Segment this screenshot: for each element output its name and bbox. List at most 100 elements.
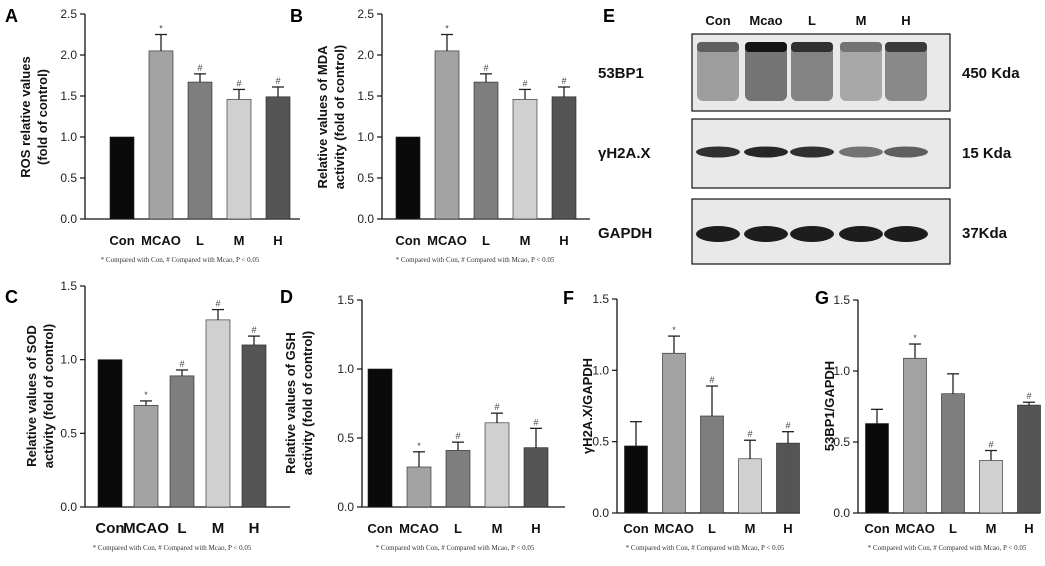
- y-tick-label: 0.5: [60, 171, 77, 185]
- bar-h: [265, 96, 291, 220]
- y-tick-label: 1.5: [60, 279, 77, 293]
- bar-con: [97, 359, 123, 508]
- x-tick-label: M: [492, 521, 503, 536]
- bar-mcao: [434, 50, 460, 220]
- y-axis-label: activity (fold of control): [41, 324, 56, 468]
- x-tick-label: M: [212, 520, 225, 537]
- footnote: * Compared with Con, # Compared with Mca…: [101, 256, 260, 264]
- bar-l: [941, 393, 965, 514]
- bar-h: [776, 442, 800, 514]
- footnote: * Compared with Con, # Compared with Mca…: [626, 544, 785, 552]
- footnote: * Compared with Con, # Compared with Mca…: [868, 544, 1027, 552]
- blot-smear: [697, 42, 739, 101]
- x-tick-label: Con: [864, 521, 889, 536]
- y-axis-label: (fold of control): [35, 69, 50, 165]
- y-tick-label: 0.0: [337, 500, 354, 514]
- y-tick-label: 0.0: [60, 212, 77, 226]
- x-tick-label: M: [520, 233, 531, 248]
- x-tick-label: H: [783, 521, 792, 536]
- significance-marker: #: [455, 431, 460, 441]
- chart-panel-c: C 0.0 0.5 1.0 1.5 Relative values of SOD activ…: [5, 279, 290, 552]
- blot-band: [697, 42, 739, 52]
- bar-l: [445, 450, 471, 508]
- x-tick-label: L: [177, 520, 186, 537]
- x-tick-label: L: [708, 521, 716, 536]
- y-tick-label: 0.5: [337, 431, 354, 445]
- lane-label: Mcao: [749, 13, 782, 28]
- y-tick-label: 1.5: [592, 292, 609, 306]
- bar-m: [512, 98, 538, 220]
- significance-marker: #: [236, 78, 241, 88]
- bar-h: [241, 344, 267, 508]
- y-axis-label: γH2A.X/GAPDH: [580, 358, 595, 454]
- lane-label: M: [856, 13, 867, 28]
- x-tick-label: H: [249, 520, 260, 537]
- y-tick-label: 1.0: [60, 130, 77, 144]
- significance-marker: #: [533, 417, 538, 427]
- y-axis-label: ROS relative values: [18, 56, 33, 177]
- significance-marker: *: [417, 441, 421, 451]
- size-label: 450 Kda: [962, 65, 1020, 82]
- blot-band: [884, 226, 928, 242]
- panel-letter: E: [603, 6, 615, 26]
- blot-smear: [745, 42, 787, 101]
- protein-label: GAPDH: [598, 225, 652, 242]
- y-axis-label: Relative values of MDA: [315, 45, 330, 189]
- y-tick-label: 2.0: [60, 48, 77, 62]
- y-tick-label: 2.5: [60, 7, 77, 21]
- panel-letter: C: [5, 287, 18, 307]
- bar-l: [169, 375, 195, 508]
- bar-m: [484, 422, 510, 508]
- y-tick-label: 0.5: [60, 426, 77, 440]
- x-tick-label: MCAO: [399, 521, 439, 536]
- y-axis-label: Relative values of SOD: [24, 325, 39, 467]
- significance-marker: *: [913, 333, 917, 343]
- footnote: * Compared with Con, # Compared with Mca…: [376, 544, 535, 552]
- chart-panel-g: G 0.0 0.5 1.0 1.5 53BP1/GAPDH Con * MCAO L # M # H * C…: [815, 288, 1041, 552]
- y-tick-label: 1.0: [357, 130, 374, 144]
- chart-panel-b: B 0.0 0.5 1.0 1.5 2.0 2.5 Relative values of MD…: [290, 6, 590, 264]
- blot-band: [790, 226, 834, 242]
- significance-marker: *: [445, 24, 449, 34]
- bar-h: [523, 447, 549, 508]
- y-tick-label: 2.0: [357, 48, 374, 62]
- significance-marker: #: [275, 76, 280, 86]
- y-tick-label: 1.0: [833, 364, 850, 378]
- y-axis-label: activity (fold of control): [332, 45, 347, 189]
- panel-letter: B: [290, 6, 303, 26]
- lane-label: Con: [705, 13, 730, 28]
- y-tick-label: 1.0: [592, 363, 609, 377]
- y-tick-label: 1.5: [60, 89, 77, 103]
- significance-marker: *: [144, 390, 148, 400]
- significance-marker: #: [215, 299, 220, 309]
- bar-h: [551, 96, 577, 220]
- bar-m: [205, 319, 231, 508]
- bar-con: [367, 368, 393, 508]
- x-tick-label: L: [949, 521, 957, 536]
- panel-letter: D: [280, 287, 293, 307]
- x-tick-label: L: [196, 233, 204, 248]
- x-tick-label: M: [234, 233, 245, 248]
- panel-letter: F: [563, 288, 574, 308]
- bar-mcao: [406, 466, 432, 508]
- bar-con: [624, 445, 648, 514]
- x-tick-label: Con: [623, 521, 648, 536]
- x-tick-label: Con: [95, 520, 124, 537]
- blot-smear: [885, 42, 927, 101]
- bar-mcao: [148, 50, 174, 220]
- significance-marker: #: [179, 359, 184, 369]
- y-tick-label: 0.5: [833, 435, 850, 449]
- significance-marker: #: [747, 429, 752, 439]
- protein-label: γH2A.X: [598, 145, 651, 162]
- y-tick-label: 0.5: [357, 171, 374, 185]
- x-tick-label: MCAO: [427, 233, 467, 248]
- significance-marker: #: [522, 78, 527, 88]
- x-tick-label: Con: [367, 521, 392, 536]
- x-tick-label: MCAO: [654, 521, 694, 536]
- blot-band: [839, 146, 883, 158]
- chart-panel-f: F 0.0 0.5 1.0 1.5 γH2A.X/GAPDH Con * MCAO # L # M # H *…: [563, 288, 800, 552]
- blot-band: [696, 226, 740, 242]
- x-tick-label: Con: [109, 233, 134, 248]
- lane-label: H: [901, 13, 910, 28]
